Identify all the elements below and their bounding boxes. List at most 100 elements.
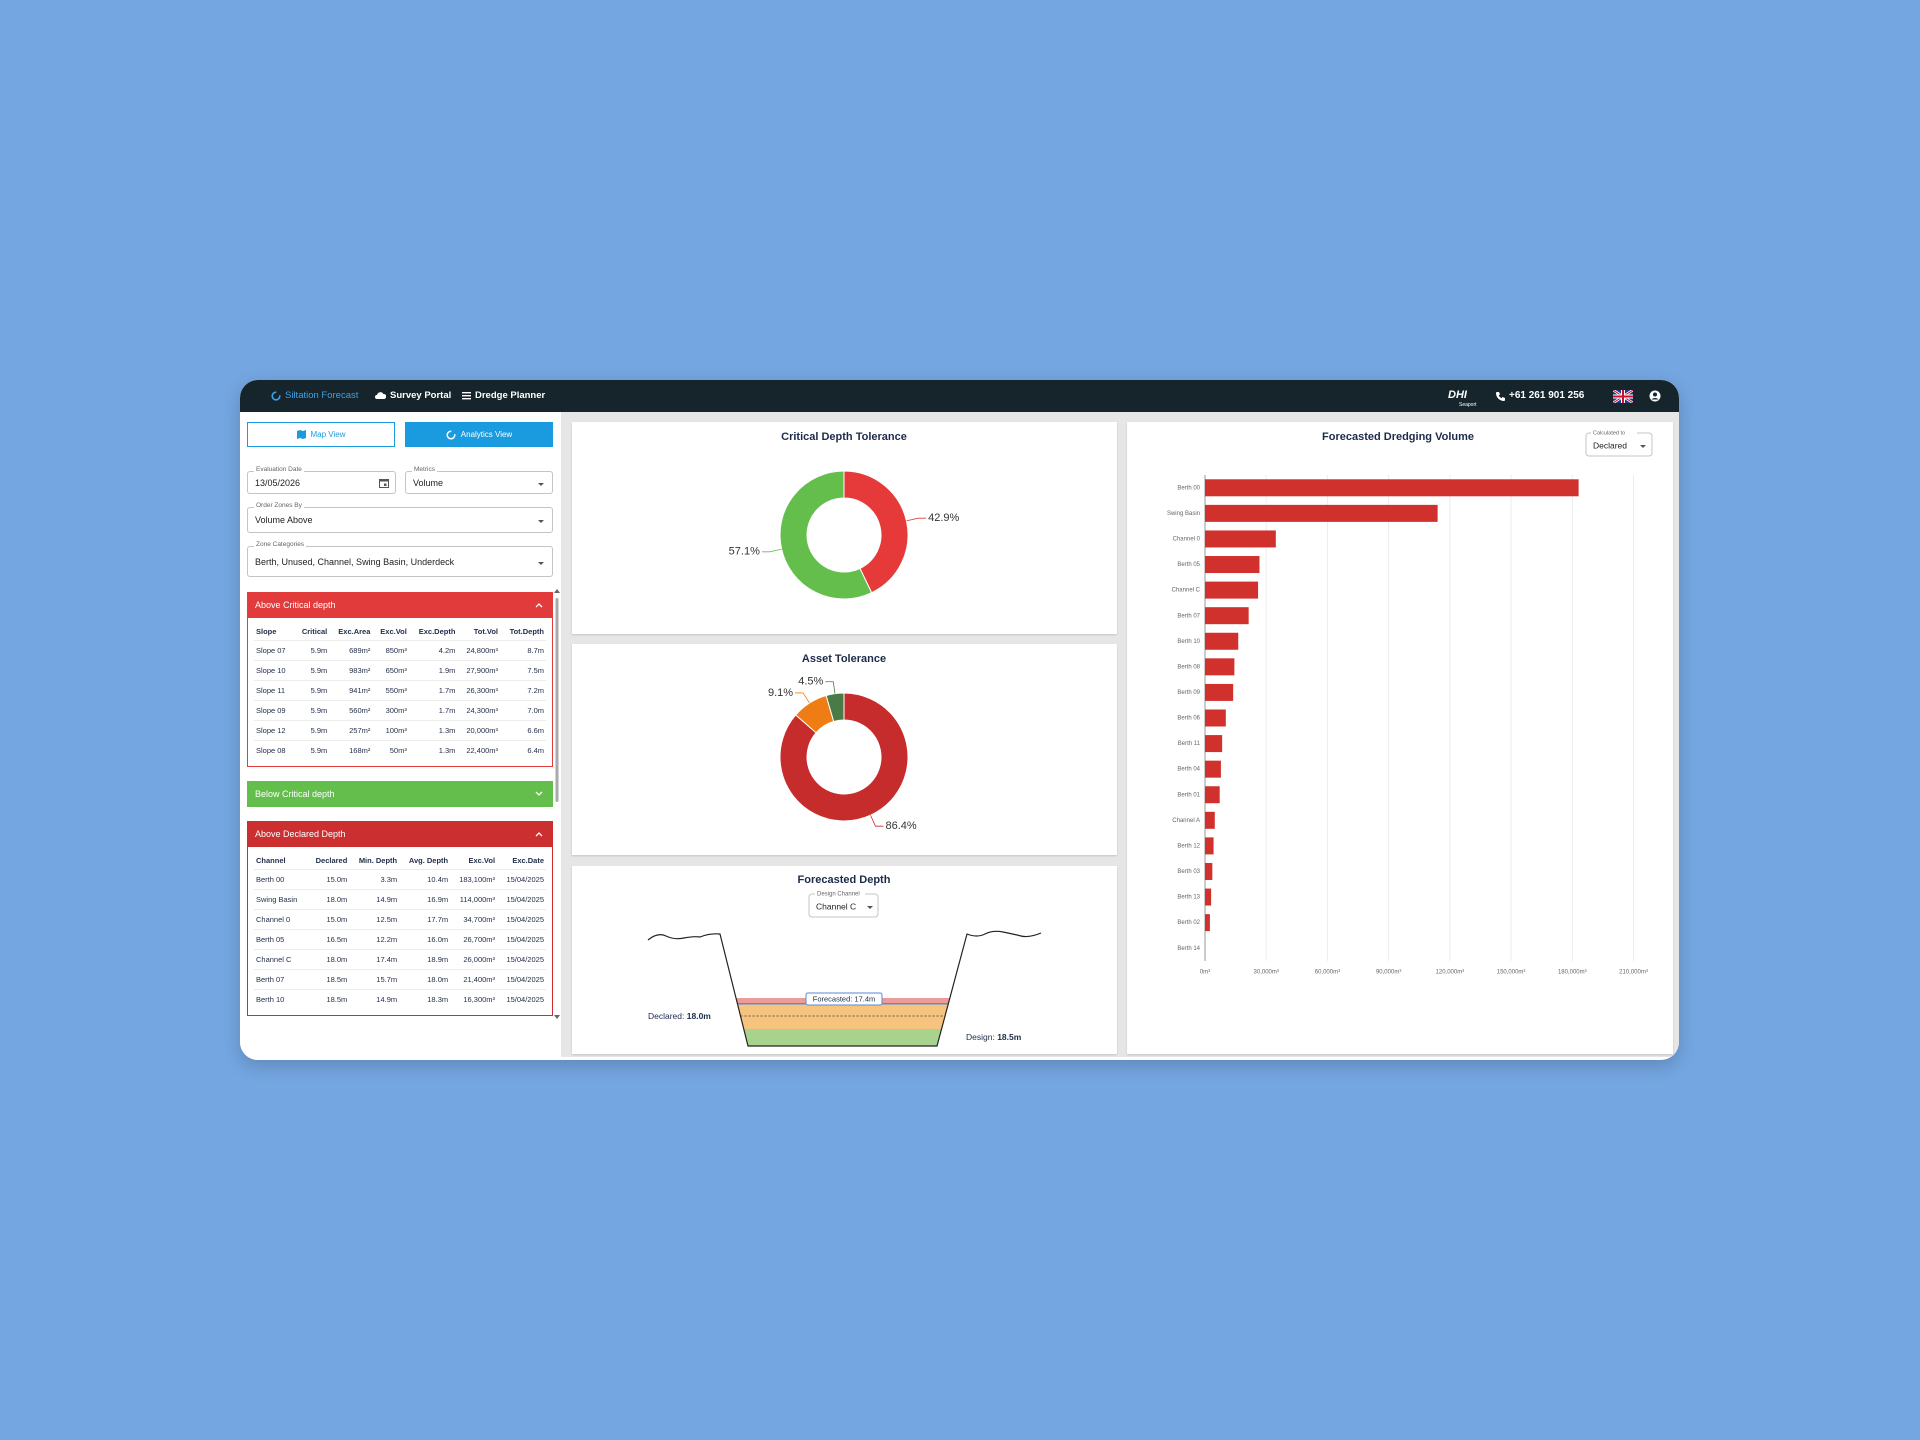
table-cell: 8.7m xyxy=(500,640,546,661)
value: 18.0m xyxy=(687,1011,712,1021)
field-label: Evaluation Date xyxy=(254,466,304,473)
leader-line xyxy=(825,681,836,694)
accordion[interactable]: Above Critical depth Slope Critical Exc.Are… xyxy=(247,592,553,767)
date-field[interactable]: Evaluation Date 13/05/2026 xyxy=(247,466,396,494)
declared-depth: Declared: 18.0m xyxy=(648,1011,711,1021)
accordion-title: Below Critical depth xyxy=(255,789,335,799)
table-row: Berth 05 16.5m 12.2m 16.0m 26,700m³ 15/04/202… xyxy=(254,929,546,950)
layer xyxy=(743,1029,942,1046)
nav-item[interactable]: Survey Portal xyxy=(390,390,452,401)
column-header: Tot.Vol xyxy=(473,627,499,636)
zone-sections: Above Critical depth Slope Critical Exc.Are… xyxy=(247,592,553,1017)
table-cell: Slope 11 xyxy=(254,680,295,701)
table-cell: 18.5m xyxy=(307,989,350,1009)
forecast-label-box xyxy=(805,992,883,1006)
language-flag[interactable] xyxy=(1613,390,1633,403)
table-cell: 15.0m xyxy=(307,909,350,930)
table-cell: 20,000m³ xyxy=(457,720,501,741)
table-cell: 689m² xyxy=(329,640,373,661)
bar xyxy=(1205,658,1235,676)
table-row: Channel 0 15.0m 12.5m 17.7m 34,700m³ 15/04/20… xyxy=(254,909,546,930)
nav-bar: Siltation Forecast Survey Portal Dredge … xyxy=(240,380,1679,412)
column-header: Min. Depth xyxy=(358,856,398,865)
chart: Forecasted Dredging Volume Calculated to D… xyxy=(1167,430,1653,976)
select-label: Design Channel xyxy=(817,892,860,898)
bar xyxy=(1205,735,1223,753)
user-icon[interactable] xyxy=(1649,390,1661,402)
table-cell: 5.9m xyxy=(294,640,330,661)
table-row: Swing Basin 18.0m 14.9m 16.9m 114,000m³ 15/04… xyxy=(254,889,546,910)
analytics-view-button[interactable]: Analytics View xyxy=(405,422,553,447)
table-cell: 16.0m xyxy=(399,929,451,950)
column-header: Exc.Depth xyxy=(418,627,456,636)
table-cell: Berth 00 xyxy=(254,869,308,890)
select-field[interactable]: Zone Categories Berth, Unused, Channel, … xyxy=(247,541,553,577)
chart-title: Asset Tolerance xyxy=(802,653,886,665)
table-cell: 6.6m xyxy=(500,720,546,741)
select-field[interactable]: Order Zones By Volume Above xyxy=(247,502,553,533)
column-header: Critical xyxy=(301,627,328,636)
y-tick-label: Berth 05 xyxy=(1177,562,1200,568)
panel: Forecasted Dredging Volume Calculated to D… xyxy=(1127,422,1673,1054)
value: 18.5m xyxy=(997,1032,1022,1042)
button-label: Analytics View xyxy=(460,430,513,439)
table-cell: 1.3m xyxy=(408,720,458,741)
header-row: Channel Declared Min. Depth Avg. Depth Exc.V… xyxy=(254,853,546,870)
field-value: Volume Above xyxy=(255,515,313,525)
accordion-header: Above Declared Depth xyxy=(247,821,553,847)
leader-line xyxy=(870,815,884,827)
accordion-header: Above Critical depth xyxy=(247,592,553,618)
phone: +61 261 901 256 xyxy=(1509,390,1585,401)
chart-title: Critical Depth Tolerance xyxy=(781,431,907,443)
app-window: Siltation Forecast Survey Portal Dredge … xyxy=(240,380,1679,1060)
button-label: Map View xyxy=(310,430,346,439)
column-header: Channel xyxy=(256,856,286,865)
table-cell: 16,300m³ xyxy=(450,989,498,1009)
chevron-path xyxy=(535,832,543,837)
select-label: Calculated to xyxy=(1593,430,1625,436)
select-value: Channel C xyxy=(816,901,856,911)
data-table: Channel Declared Min. Depth Avg. Depth Exc.V… xyxy=(254,853,546,1009)
nav-item[interactable]: Siltation Forecast xyxy=(285,390,359,401)
data-label: 57.1% xyxy=(729,546,760,558)
table-cell: 14.9m xyxy=(349,989,400,1009)
table-cell: 168m² xyxy=(329,740,373,760)
column-header: Exc.Date xyxy=(512,856,544,865)
table-cell: 5.9m xyxy=(294,720,330,741)
table-cell: 1.7m xyxy=(408,700,458,721)
table-cell: 26,300m³ xyxy=(457,680,501,701)
table-cell: 24,800m³ xyxy=(457,640,501,661)
scrollbar[interactable] xyxy=(553,586,561,1026)
table-cell: 21,400m³ xyxy=(450,969,498,990)
bar xyxy=(1205,862,1213,880)
table-row: Slope 11 5.9m 941m² 550m³ 1.7m 26,300m³ 7.2m xyxy=(254,680,546,701)
y-tick-label: Berth 11 xyxy=(1178,741,1201,747)
table-cell: 15/04/2025 xyxy=(497,929,546,950)
sidebar: Map View Analytics View Evaluation Date … xyxy=(240,412,561,1060)
table-cell: 18.5m xyxy=(307,969,350,990)
select-field[interactable]: Metrics Volume xyxy=(405,466,553,494)
table-cell: Berth 10 xyxy=(254,989,308,1009)
table-cell: 550m³ xyxy=(372,680,409,701)
table-cell: 560m² xyxy=(329,700,373,721)
data-label: 9.1% xyxy=(768,687,793,699)
table-cell: Channel 0 xyxy=(254,909,308,930)
table-cell: 650m³ xyxy=(372,660,409,681)
data-table: Slope Critical Exc.Area Exc.Vol Exc.Depth Tot… xyxy=(254,624,546,760)
y-tick-label: Berth 12 xyxy=(1177,843,1200,849)
accordion[interactable]: Above Declared Depth Channel Declared Min. … xyxy=(247,821,553,1016)
nav-icon xyxy=(462,392,471,400)
bar xyxy=(1205,811,1215,829)
map-view-button[interactable]: Map View xyxy=(247,422,395,447)
y-tick-label: Berth 08 xyxy=(1177,664,1200,670)
chart: Asset ToleranceAbove Declared DepthDesig… xyxy=(768,653,917,832)
chevron xyxy=(535,791,543,796)
bar xyxy=(1205,504,1438,522)
table-row: Slope 12 5.9m 257m² 100m³ 1.3m 20,000m³ 6.6m xyxy=(254,720,546,741)
nav-item[interactable]: Dredge Planner xyxy=(475,390,546,401)
accordion[interactable]: Below Critical depth xyxy=(247,781,553,807)
table-cell: 7.2m xyxy=(500,680,546,701)
chevron xyxy=(535,603,543,608)
table-cell: 7.0m xyxy=(500,700,546,721)
